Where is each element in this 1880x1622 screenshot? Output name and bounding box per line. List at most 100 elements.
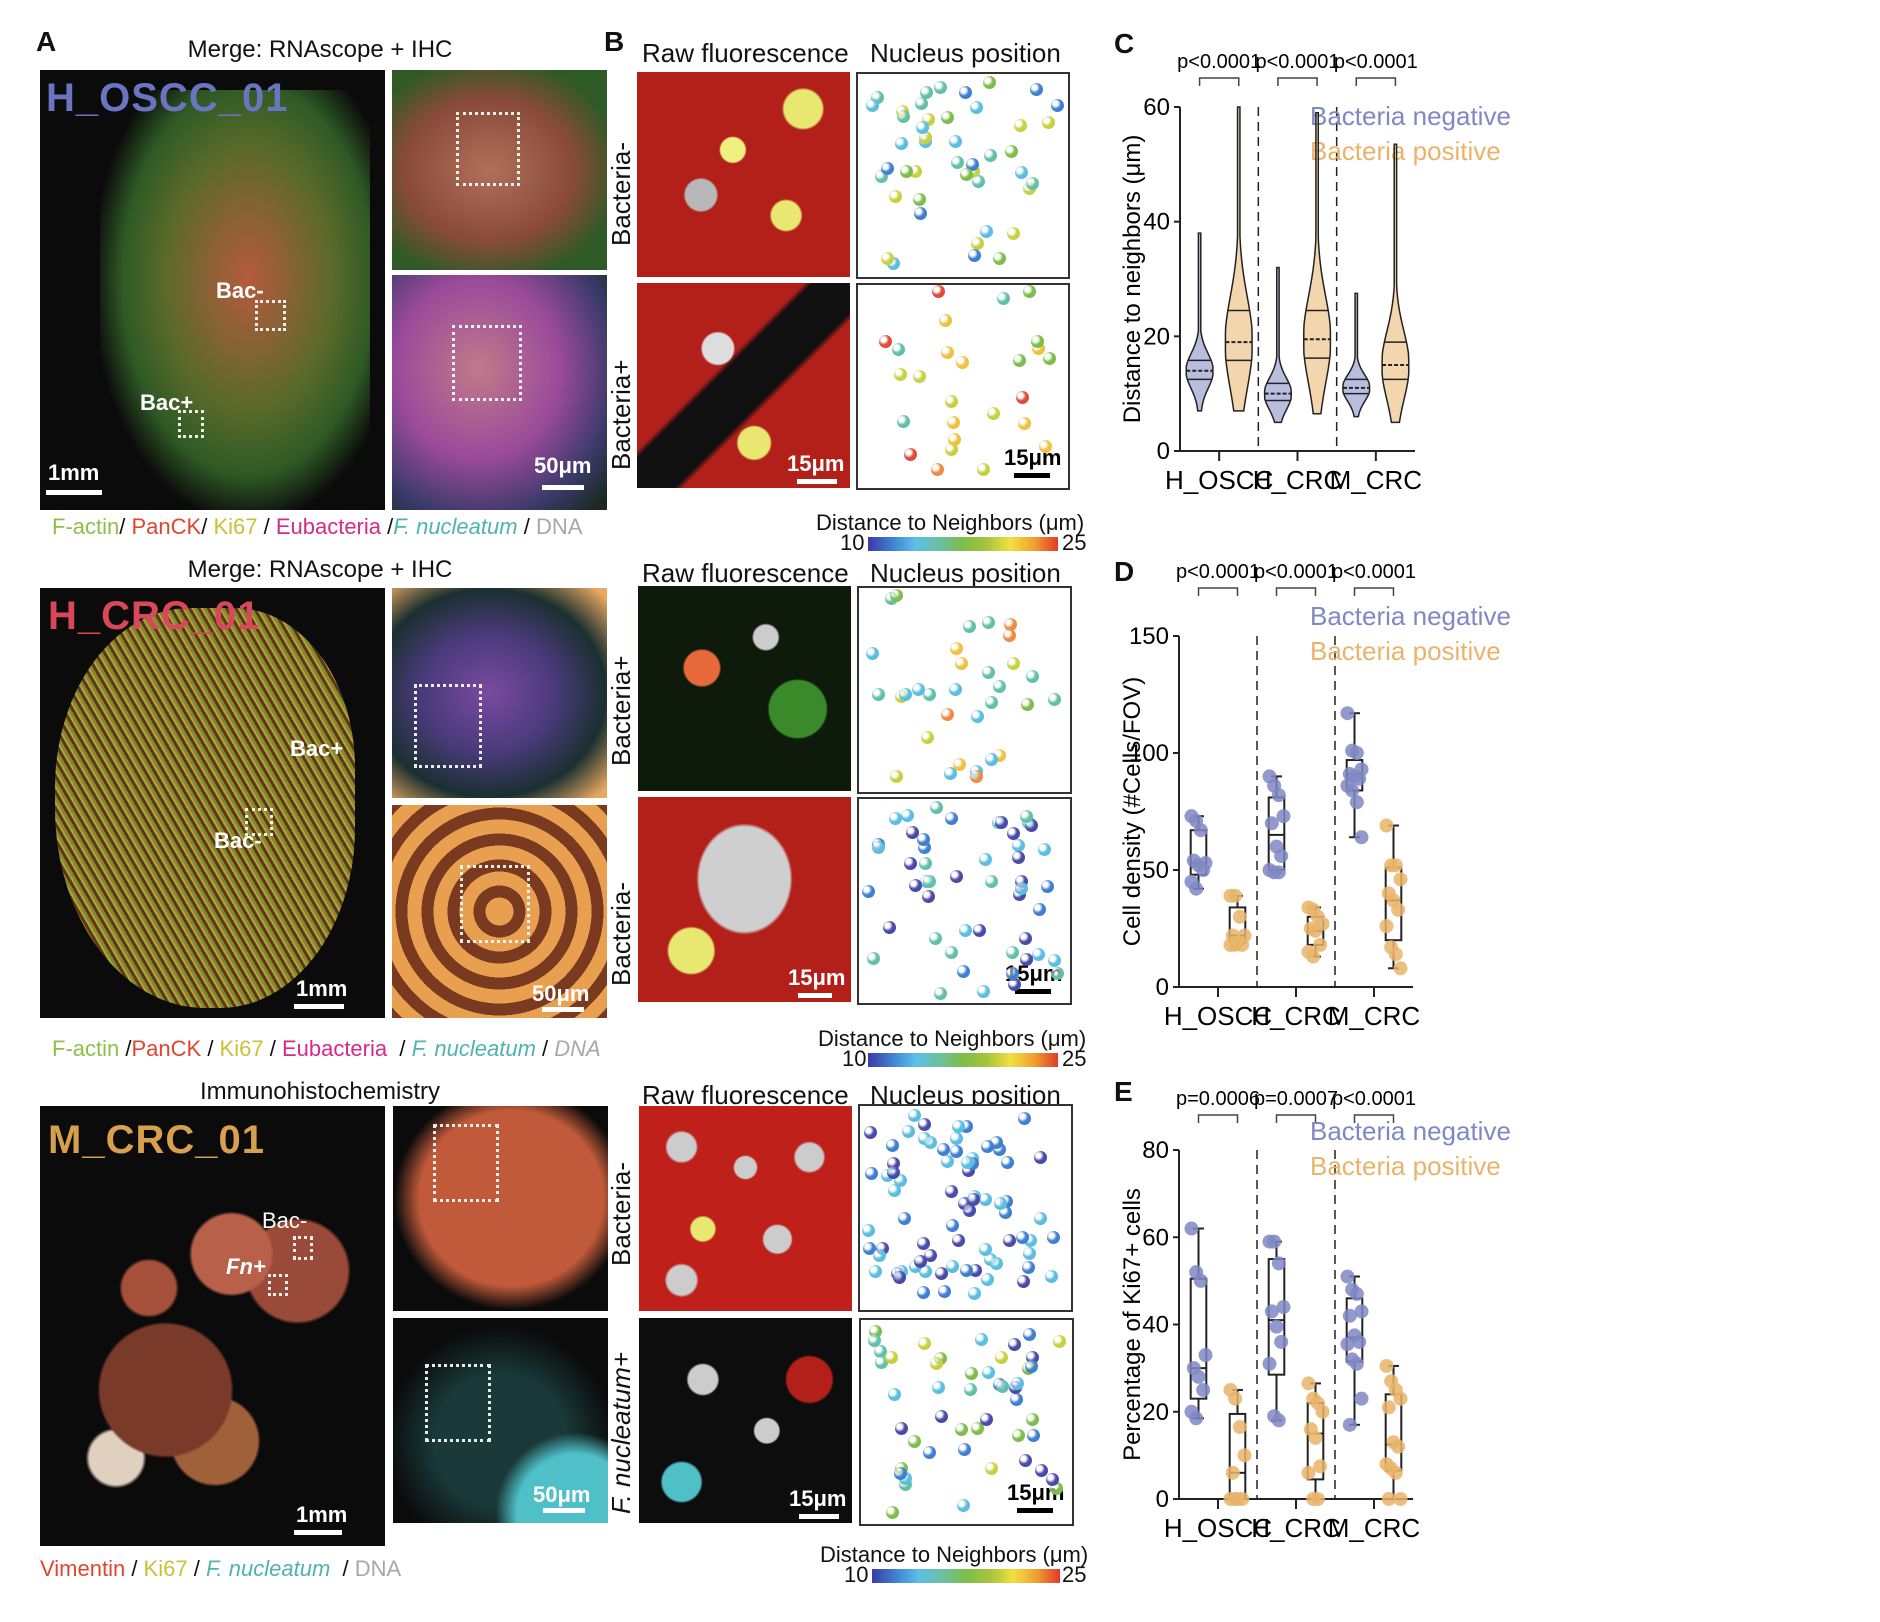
colorbar-min: 10: [840, 530, 865, 555]
stain-legend-item: /: [119, 1036, 132, 1061]
colorbar-max: 25: [1062, 1562, 1087, 1587]
zoom-image-bac-neg: 50μm: [392, 805, 607, 1018]
scalebar-label: 1mm: [296, 1502, 348, 1527]
row-label: Bacteria-: [606, 1161, 636, 1266]
data-point: [1393, 1492, 1408, 1506]
nucleus-sphere: [908, 1109, 921, 1122]
data-point: [1388, 947, 1403, 962]
nucleus-sphere: [1021, 698, 1034, 711]
tissue-section: [100, 90, 370, 510]
nucleus-sphere: [895, 1422, 908, 1435]
nucleus-sphere: [975, 1333, 988, 1346]
significance-bracket: [1197, 587, 1239, 596]
data-point: [1308, 923, 1323, 938]
nucleus-sphere: [923, 875, 936, 888]
nucleus-sphere: [913, 193, 926, 206]
nucleus-sphere: [909, 879, 922, 892]
nucleus-sphere: [900, 165, 913, 178]
violin: [1342, 292, 1371, 418]
panel-label-b: B: [604, 26, 625, 57]
stain-legend-item: Ki67: [219, 1036, 264, 1061]
nucleus-sphere: [995, 816, 1008, 829]
nucleus-sphere: [947, 416, 960, 429]
nucleus-sphere: [888, 1184, 901, 1197]
nucleus-sphere: [945, 1185, 958, 1198]
data-point: [1313, 937, 1328, 952]
nucleus-sphere: [945, 443, 958, 456]
nucleus-sphere: [935, 1410, 948, 1423]
data-point: [1340, 1337, 1355, 1352]
stain-legend-item: /: [187, 1556, 206, 1581]
row-label: Bacteria+: [606, 655, 636, 766]
significance-bracket: [1277, 77, 1318, 86]
colorbar: [872, 1569, 1060, 1583]
data-point: [1264, 816, 1279, 831]
nucleus-sphere: [1012, 839, 1025, 852]
nucleus-sphere: [918, 1118, 931, 1131]
raw-fluorescence-image: 15μm: [639, 1318, 852, 1523]
nucleus-sphere: [872, 688, 885, 701]
stain-legend-item: Eubacteria: [275, 514, 382, 539]
nucleus-sphere: [996, 1380, 1009, 1393]
data-point: [1391, 902, 1406, 917]
data-point: [1313, 1459, 1328, 1474]
data-point: [1354, 1304, 1369, 1319]
significance-bracket: [1353, 1114, 1395, 1123]
nucleus-sphere: [887, 1166, 900, 1179]
data-point: [1388, 858, 1403, 873]
raw-fluorescence-image: [638, 586, 851, 791]
nucleus-sphere: [867, 952, 880, 965]
nucleus-position-plot: [857, 586, 1072, 794]
p-value-label: p=0.0007: [1254, 1088, 1338, 1110]
legend-item: Bacteria negative: [1310, 1116, 1511, 1146]
scalebar: [1014, 473, 1050, 478]
nucleus-sphere: [1017, 1275, 1030, 1288]
legend-item: Bacteria positive: [1310, 136, 1501, 166]
nucleus-sphere: [1008, 1338, 1021, 1351]
nucleus-sphere: [1005, 145, 1018, 158]
nucleus-sphere: [917, 833, 930, 846]
nucleus-sphere: [959, 86, 972, 99]
nucleus-sphere: [952, 1120, 965, 1133]
stain-legend-item: Eubacteria: [281, 1036, 388, 1061]
nucleus-sphere: [924, 1249, 937, 1262]
nucleus-sphere: [955, 657, 968, 670]
nucleus-sphere: [939, 314, 952, 327]
p-value-label: p<0.0001: [1332, 561, 1416, 583]
nucleus-sphere: [967, 1193, 980, 1206]
nucleus-sphere: [1043, 352, 1056, 365]
stain-legend-item: /: [201, 1036, 220, 1061]
nucleus-sphere: [1008, 978, 1021, 991]
nucleus-sphere: [948, 433, 961, 446]
nucleus-sphere: [1003, 1234, 1016, 1247]
stain-legend-item: PanCK: [131, 1036, 202, 1061]
stain-legend-item: /: [535, 1036, 555, 1061]
nucleus-sphere: [862, 885, 875, 898]
nucleus-sphere: [983, 76, 996, 89]
nucleus-sphere: [872, 841, 885, 854]
nucleus-sphere: [981, 1140, 994, 1153]
nucleus-sphere: [1003, 629, 1016, 642]
panel-label-d: D: [1114, 556, 1135, 587]
stain-legend-item: F. nucleatum: [205, 1556, 331, 1581]
y-tick-label: 40: [1142, 1312, 1169, 1339]
nucleus-sphere: [919, 131, 932, 144]
nucleus-sphere: [985, 875, 998, 888]
nucleus-sphere: [934, 987, 947, 1000]
nucleus-sphere: [985, 696, 998, 709]
nucleus-sphere: [918, 1337, 931, 1350]
nucleus-sphere: [1051, 967, 1064, 980]
nucleus-sphere: [894, 368, 907, 381]
nucleus-sphere: [968, 1287, 981, 1300]
stain-legend-item: /: [119, 514, 132, 539]
nucleus-sphere: [1042, 116, 1055, 129]
legend-item: Bacteria positive: [1310, 1151, 1501, 1181]
nucleus-sphere: [873, 1249, 886, 1262]
section-title: Immunohistochemistry: [199, 1078, 441, 1105]
nucleus-sphere: [1027, 1429, 1040, 1442]
scalebar: [542, 485, 584, 490]
stain-legend-item: PanCK: [131, 514, 202, 539]
y-axis-label: Distance to neighbors (μm): [1119, 135, 1146, 424]
nucleus-sphere: [971, 237, 984, 250]
nucleus-sphere: [957, 965, 970, 978]
